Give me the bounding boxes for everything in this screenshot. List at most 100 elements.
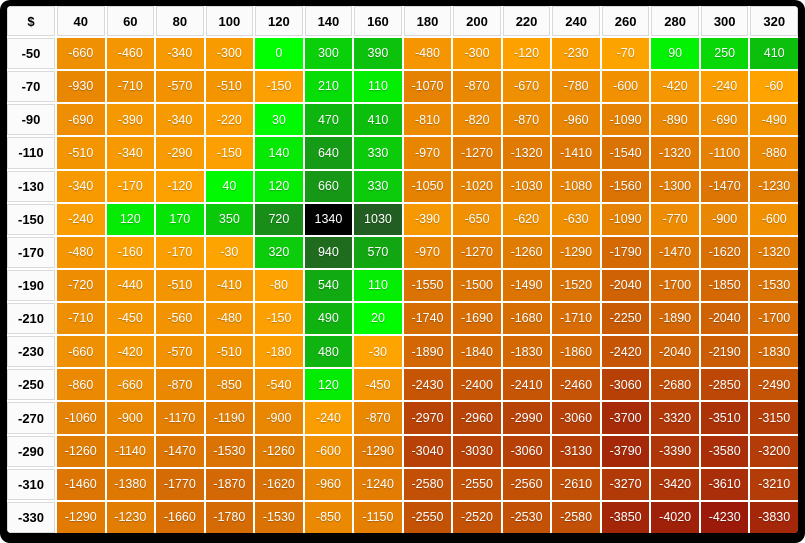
column-header: 260 xyxy=(601,6,650,36)
pnl-heatmap-table: $ 40 60 80 100 120 140 160 180 200 220 240 260 280 30… xyxy=(7,6,798,533)
heatmap-cell: -1700 xyxy=(651,269,699,302)
heatmap-cell: 330 xyxy=(354,137,402,169)
column-header: 160 xyxy=(354,6,402,36)
heatmap-cell: 40 xyxy=(205,170,254,202)
row-header: -90 xyxy=(7,104,55,136)
heatmap-cell: -2560 xyxy=(502,468,551,500)
column-header: 140 xyxy=(304,6,353,36)
heatmap-cell: -3320 xyxy=(651,402,699,434)
heatmap-cell: -1410 xyxy=(552,137,600,169)
heatmap-cell: -1090 xyxy=(601,203,650,235)
heatmap-cell: 640 xyxy=(304,137,353,169)
heatmap-cell: -3060 xyxy=(601,369,650,401)
column-header: 120 xyxy=(255,6,303,36)
column-header: 80 xyxy=(156,6,204,36)
heatmap-cell: -240 xyxy=(57,203,105,235)
column-header: 100 xyxy=(205,6,254,36)
heatmap-cell: -1290 xyxy=(552,236,600,268)
heatmap-cell: -2410 xyxy=(502,369,551,401)
heatmap-cell: 660 xyxy=(304,170,353,202)
heatmap-cell: -480 xyxy=(205,303,254,335)
heatmap-cell: -1240 xyxy=(354,468,402,500)
heatmap-cell: -240 xyxy=(700,71,749,103)
heatmap-cell: 320 xyxy=(255,236,303,268)
heatmap-cell: -230 xyxy=(552,38,600,70)
heatmap-cell: 570 xyxy=(354,236,402,268)
heatmap-cell: -2580 xyxy=(403,468,452,500)
heatmap-cell: 110 xyxy=(354,71,402,103)
heatmap-cell: -2990 xyxy=(502,402,551,434)
heatmap-cell: -3610 xyxy=(700,468,749,500)
heatmap-cell: -3030 xyxy=(453,435,501,467)
heatmap-cell: -300 xyxy=(205,38,254,70)
heatmap-cell: -510 xyxy=(156,269,204,302)
column-header: 60 xyxy=(106,6,155,36)
heatmap-cell: -2040 xyxy=(651,336,699,368)
heatmap-cell: -120 xyxy=(156,170,204,202)
heatmap-cell: -450 xyxy=(106,303,155,335)
heatmap-cell: -1380 xyxy=(106,468,155,500)
heatmap-cell: -1790 xyxy=(601,236,650,268)
heatmap-cell: -1690 xyxy=(453,303,501,335)
heatmap-cell: -1300 xyxy=(651,170,699,202)
heatmap-cell: 20 xyxy=(354,303,402,335)
heatmap-cell: -660 xyxy=(106,369,155,401)
heatmap-cell: -3420 xyxy=(651,468,699,500)
column-header: 240 xyxy=(552,6,600,36)
heatmap-cell: -1530 xyxy=(255,501,303,533)
heatmap-cell: -890 xyxy=(651,104,699,136)
heatmap-cell: -1870 xyxy=(205,468,254,500)
heatmap-cell: 940 xyxy=(304,236,353,268)
heatmap-cell: -1230 xyxy=(750,170,798,202)
heatmap-cell: 250 xyxy=(700,38,749,70)
heatmap-cell: -900 xyxy=(255,402,303,434)
heatmap-cell: -3830 xyxy=(750,501,798,533)
heatmap-cell: 540 xyxy=(304,269,353,302)
heatmap-cell: -340 xyxy=(106,137,155,169)
heatmap-cell: -1050 xyxy=(403,170,452,202)
heatmap-cell: -900 xyxy=(106,402,155,434)
heatmap-cell: -3130 xyxy=(552,435,600,467)
heatmap-cell: -1710 xyxy=(552,303,600,335)
heatmap-cell: -1070 xyxy=(403,71,452,103)
heatmap-cell: -1660 xyxy=(156,501,204,533)
heatmap-cell: -860 xyxy=(57,369,105,401)
heatmap-cell: -2460 xyxy=(552,369,600,401)
column-header: 280 xyxy=(651,6,699,36)
heatmap-cell: -1140 xyxy=(106,435,155,467)
heatmap-cell: -1260 xyxy=(255,435,303,467)
row-header: -130 xyxy=(7,170,55,202)
heatmap-cell: -880 xyxy=(750,137,798,169)
heatmap-cell: 110 xyxy=(354,269,402,302)
heatmap-cell: -4020 xyxy=(651,501,699,533)
column-header: 220 xyxy=(502,6,551,36)
heatmap-cell: -1090 xyxy=(601,104,650,136)
heatmap-cell: -240 xyxy=(304,402,353,434)
heatmap-cell: 120 xyxy=(255,170,303,202)
heatmap-cell: -2400 xyxy=(453,369,501,401)
heatmap-cell: -1780 xyxy=(205,501,254,533)
heatmap-cell: -2550 xyxy=(403,501,452,533)
heatmap-cell: -710 xyxy=(57,303,105,335)
heatmap-cell: -1460 xyxy=(57,468,105,500)
heatmap-cell: -820 xyxy=(453,104,501,136)
heatmap-cell: -660 xyxy=(57,38,105,70)
heatmap-cell: -160 xyxy=(106,236,155,268)
heatmap-cell: -2530 xyxy=(502,501,551,533)
heatmap-cell: -1100 xyxy=(700,137,749,169)
row-header: -270 xyxy=(7,402,55,434)
heatmap-cell: 390 xyxy=(354,38,402,70)
heatmap-cell: -2520 xyxy=(453,501,501,533)
heatmap-cell: -1530 xyxy=(750,269,798,302)
heatmap-cell: -1470 xyxy=(651,236,699,268)
heatmap-cell: -930 xyxy=(57,71,105,103)
heatmap-cell: -4230 xyxy=(700,501,749,533)
heatmap-cell: -1060 xyxy=(57,402,105,434)
heatmap-cell: -810 xyxy=(403,104,452,136)
heatmap-cell: -660 xyxy=(57,336,105,368)
heatmap-cell: 120 xyxy=(304,369,353,401)
heatmap-cell: -570 xyxy=(156,336,204,368)
column-header: 40 xyxy=(57,6,105,36)
heatmap-cell: -620 xyxy=(502,203,551,235)
